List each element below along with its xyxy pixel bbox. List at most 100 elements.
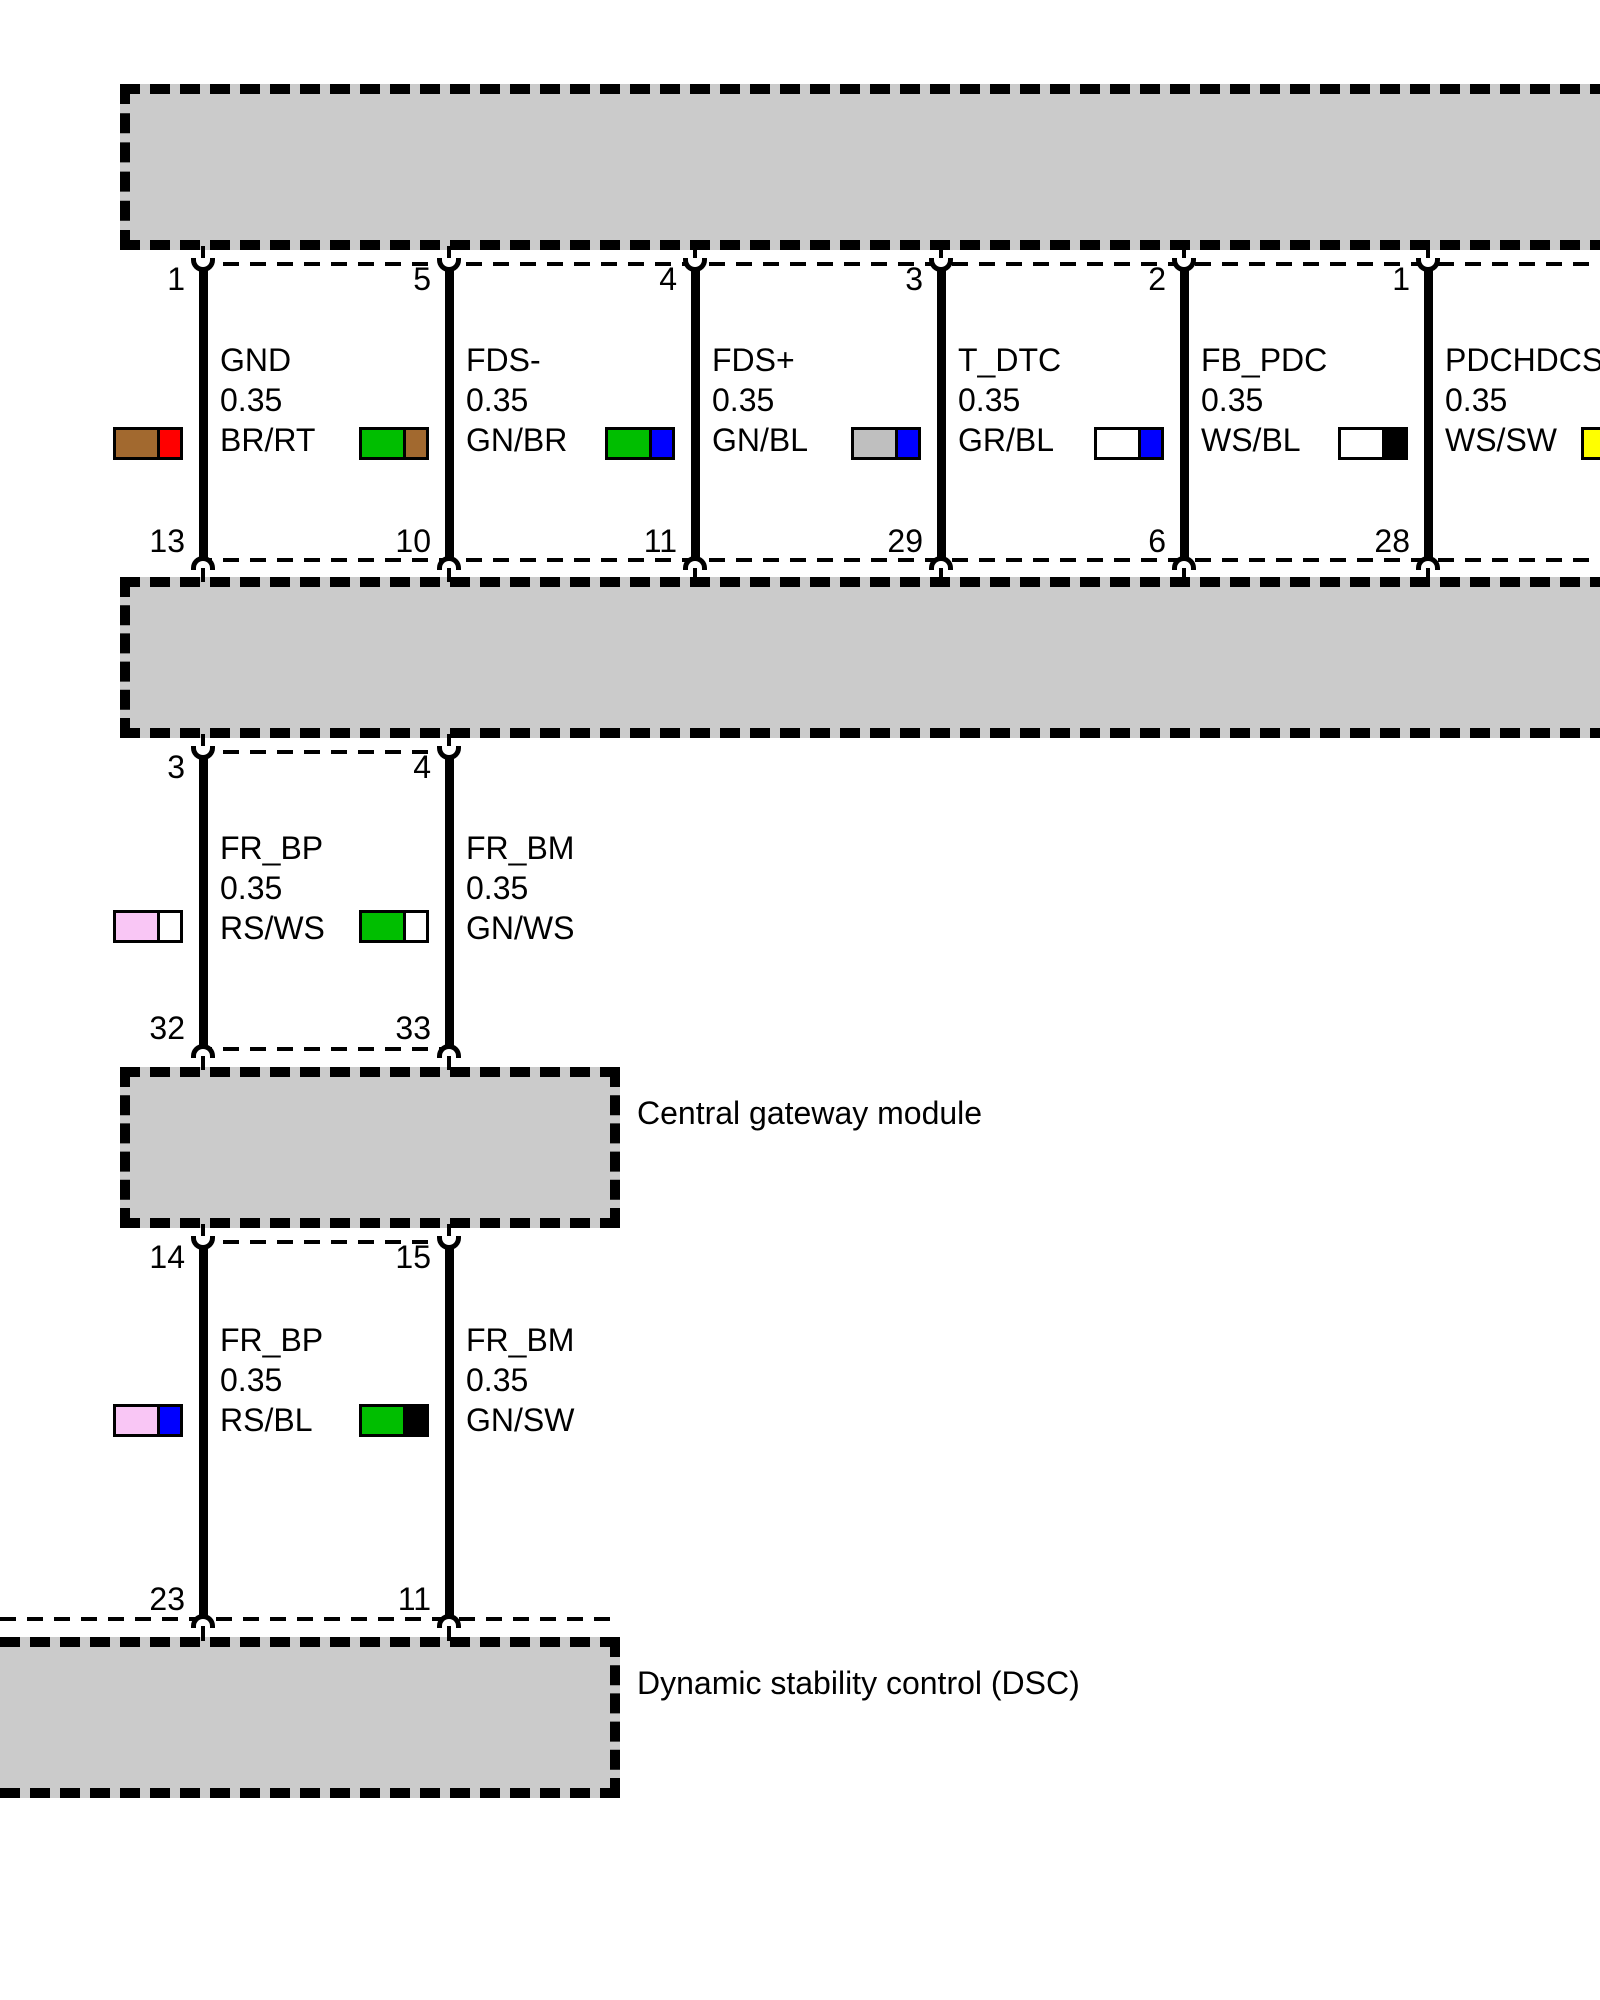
wire-label: FR_BM 0.35 GN/WS xyxy=(466,828,574,948)
wire-label: FDS+ 0.35 GN/BL xyxy=(712,340,808,460)
wire-color-code: GN/BL xyxy=(712,422,809,458)
pin-number-top: 3 xyxy=(167,749,185,785)
pin-tick xyxy=(447,1056,451,1070)
connector-strip xyxy=(196,1240,462,1244)
wire-label: PDCHDCS 0.35 WS/SW xyxy=(1445,340,1600,460)
swatch-color-right xyxy=(156,1407,180,1434)
pin-number-top: 1 xyxy=(1392,261,1410,297)
wire-line xyxy=(445,1246,454,1616)
pin-tick xyxy=(447,1224,451,1238)
pin-number-bottom: 6 xyxy=(1148,523,1166,559)
pin-number-top: 3 xyxy=(905,261,923,297)
wire-line xyxy=(199,268,208,558)
swatch-color-left xyxy=(362,430,403,457)
pin-socket-icon xyxy=(191,556,215,570)
wire-gauge: 0.35 xyxy=(466,382,529,418)
swatch-color-right xyxy=(1137,430,1161,457)
color-swatch xyxy=(359,910,429,943)
pin-socket-icon xyxy=(437,1044,461,1058)
color-swatch xyxy=(113,910,183,943)
wire-label: T_DTC 0.35 GR/BL xyxy=(958,340,1061,460)
color-swatch xyxy=(1094,427,1164,460)
swatch-color-left xyxy=(362,913,403,940)
wire-label: FR_BP 0.35 RS/BL xyxy=(220,1320,323,1440)
wire-color-code: RS/WS xyxy=(220,910,325,946)
color-swatch xyxy=(851,427,921,460)
connector-strip xyxy=(196,750,462,754)
pin-tick xyxy=(693,246,697,260)
pin-socket-icon xyxy=(1416,258,1440,272)
swatch-color-left xyxy=(116,430,157,457)
pin-number-top: 15 xyxy=(395,1239,431,1275)
color-swatch xyxy=(359,1404,429,1437)
swatch-color-right xyxy=(648,430,672,457)
pin-number-top: 4 xyxy=(413,749,431,785)
pin-tick xyxy=(693,568,697,582)
pin-socket-icon xyxy=(1172,258,1196,272)
color-swatch xyxy=(605,427,675,460)
swatch-color-left xyxy=(1584,430,1600,457)
pin-number-bottom: 28 xyxy=(1374,523,1410,559)
wire-color-code: WS/SW xyxy=(1445,422,1557,458)
swatch-color-left xyxy=(854,430,895,457)
module-box-middle xyxy=(120,577,1600,738)
signal-name: FDS+ xyxy=(712,342,795,378)
wire-gauge: 0.35 xyxy=(220,870,283,906)
wire-color-code: GR/BL xyxy=(958,422,1055,458)
pin-tick xyxy=(201,734,205,748)
pin-socket-icon xyxy=(683,258,707,272)
wire-color-code: WS/BL xyxy=(1201,422,1301,458)
swatch-color-right xyxy=(1381,430,1405,457)
pin-tick xyxy=(201,1626,205,1641)
pin-socket-icon xyxy=(1416,556,1440,570)
pin-tick xyxy=(201,568,205,582)
swatch-color-left xyxy=(608,430,649,457)
pin-tick xyxy=(939,568,943,582)
swatch-color-right xyxy=(156,430,180,457)
wire-label: FR_BM 0.35 GN/SW xyxy=(466,1320,574,1440)
signal-name: FR_BP xyxy=(220,1322,324,1358)
pin-socket-icon xyxy=(437,258,461,272)
wire-label: FB_PDC 0.35 WS/BL xyxy=(1201,340,1327,460)
pin-tick xyxy=(201,1224,205,1238)
pin-socket-icon xyxy=(437,556,461,570)
pin-number-bottom: 10 xyxy=(395,523,431,559)
wire-gauge: 0.35 xyxy=(466,870,529,906)
pin-tick xyxy=(939,246,943,260)
signal-name: FDS- xyxy=(466,342,541,378)
wire-gauge: 0.35 xyxy=(958,382,1021,418)
pin-tick xyxy=(1426,246,1430,260)
wire-line xyxy=(199,756,208,1046)
swatch-color-right xyxy=(894,430,918,457)
pin-number-top: 1 xyxy=(167,261,185,297)
wire-color-code: BR/RT xyxy=(220,422,316,458)
pin-number-bottom: 23 xyxy=(149,1581,185,1617)
pin-tick xyxy=(447,568,451,582)
wire-label: FR_BP 0.35 RS/WS xyxy=(220,828,325,948)
pin-socket-icon xyxy=(191,1236,215,1250)
connector-strip xyxy=(196,1047,462,1051)
swatch-color-right xyxy=(402,913,426,940)
wire-label: GND 0.35 BR/RT xyxy=(220,340,315,460)
wire-gauge: 0.35 xyxy=(220,382,283,418)
pin-socket-icon xyxy=(437,746,461,760)
pin-socket-icon xyxy=(191,1044,215,1058)
color-swatch-partial xyxy=(1581,427,1600,460)
swatch-color-left xyxy=(1341,430,1382,457)
pin-tick xyxy=(447,734,451,748)
pin-socket-icon xyxy=(929,556,953,570)
wire-gauge: 0.35 xyxy=(1201,382,1264,418)
wire-gauge: 0.35 xyxy=(220,1362,283,1398)
pin-tick xyxy=(1182,568,1186,582)
color-swatch xyxy=(113,427,183,460)
wire-line xyxy=(199,1246,208,1616)
wire-line xyxy=(445,756,454,1046)
pin-socket-icon xyxy=(191,258,215,272)
swatch-color-left xyxy=(116,1407,157,1434)
pin-number-bottom: 33 xyxy=(395,1010,431,1046)
pin-number-top: 5 xyxy=(413,261,431,297)
pin-tick xyxy=(201,246,205,260)
pin-number-bottom: 13 xyxy=(149,523,185,559)
module-box-central-gateway xyxy=(120,1067,620,1228)
pin-tick xyxy=(1426,568,1430,582)
